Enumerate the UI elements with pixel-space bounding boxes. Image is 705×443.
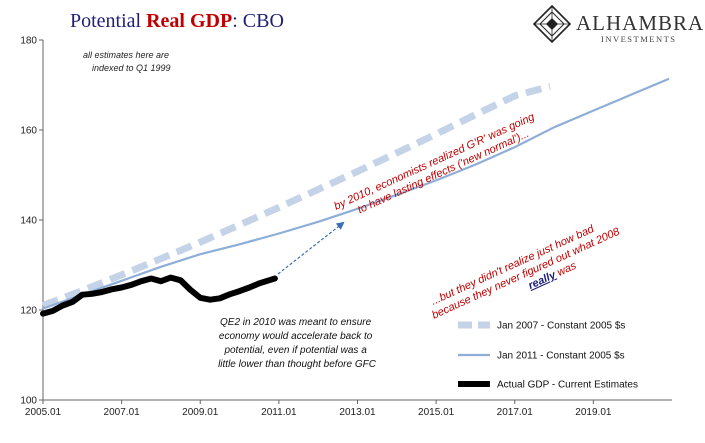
legend-entry-actual-gdp: Actual GDP - Current Estimates [458,380,638,391]
x-tick-label: 2007.01 [104,407,141,418]
legend: Jan 2007 - Constant 2005 $s Jan 2011 - Co… [458,321,638,391]
x-tick-label: 2011.01 [261,407,297,418]
red-annotation-2010-line1: by 2010, economists realized G'R' was go… [332,111,537,213]
alhambra-diamond-icon [532,4,572,44]
alhambra-logo: ALHAMBRA INVESTMENTS [532,4,704,44]
y-tick-label: 180 [20,36,37,47]
y-tick-label: 160 [20,126,37,137]
x-tick-label: 2017.01 [497,407,534,418]
title-part-potential: Potential [70,10,146,32]
qe2-note-line1: QE2 in 2010 was meant to ensure [220,317,372,328]
legend-entry-jan-2007: Jan 2007 - Constant 2005 $s [458,321,625,332]
x-tick-label: 2009.01 [182,407,219,418]
series-jan-2011-line [41,78,670,310]
logo-name: ALHAMBRA [576,11,704,35]
qe2-note: QE2 in 2010 was meant to ensure economy … [218,317,377,370]
indexed-note: all estimates here are indexed to Q1 199… [83,50,172,73]
legend-entry-jan-2011: Jan 2011 - Constant 2005 $s [458,351,625,362]
x-axis: 2005.01 2007.01 2009.01 2011.01 2013.01 2015.… [25,399,672,418]
qe2-note-line4: little lower than thought before GFC [218,359,377,370]
qe2-note-line2: economy would accelerate back to [219,331,373,342]
title-part-cbo: : CBO [232,10,284,32]
legend-label: Jan 2007 - Constant 2005 $s [497,321,625,332]
qe2-arrow [277,221,345,275]
y-tick-label: 120 [20,306,37,317]
logo-subtitle: INVESTMENTS [601,34,677,44]
red-annotation-2008: ...but they didn't realize just how bad … [429,223,622,322]
x-tick-label: 2019.01 [575,407,612,418]
y-tick-label: 100 [20,396,37,407]
chart-title: Potential Real GDP: CBO [70,10,284,32]
y-tick-label: 140 [20,216,37,227]
title-part-real-gdp: Real GDP [146,10,232,32]
y-axis: 100 120 140 160 180 [20,36,44,407]
x-tick-label: 2015.01 [418,407,455,418]
series-layer [40,78,670,317]
x-tick-label: 2013.01 [339,407,376,418]
indexed-note-line1: all estimates here are [83,50,169,60]
red-annotation-2008-line2: because they never figured out what 2008 [430,225,622,321]
series-actual-gdp-line [40,274,278,317]
legend-label: Actual GDP - Current Estimates [497,380,638,391]
series-jan-2007-line [41,83,552,309]
qe2-note-line3: potential, even if potential was a [223,345,367,356]
legend-label: Jan 2011 - Constant 2005 $s [497,351,625,362]
x-tick-label: 2005.01 [25,407,62,418]
red-annotation-2010-line2: to have lasting effects ('new normal')..… [356,128,531,216]
indexed-note-line2: indexed to Q1 1999 [92,63,171,73]
